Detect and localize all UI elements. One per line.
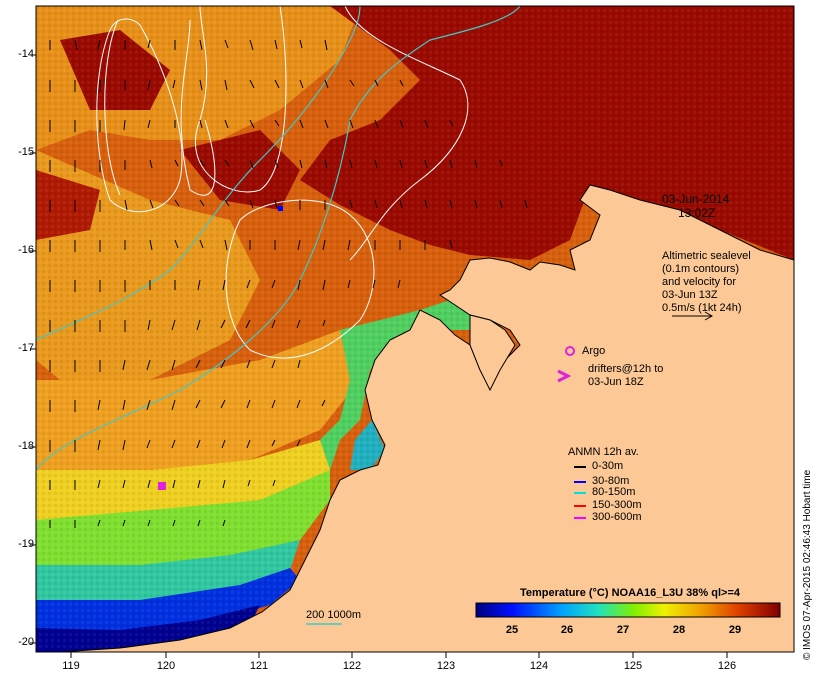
y-tick-label: -16 (18, 244, 34, 256)
altimetry-line: Altimetric sealevel (662, 250, 751, 262)
colorbar-tick: 29 (728, 624, 742, 636)
map-time: 13:02Z (678, 206, 716, 220)
colorbar-tick: 28 (672, 624, 686, 636)
altimetry-line: and velocity for (662, 276, 736, 288)
drifter-icon (557, 369, 572, 383)
y-tick-label: -17 (18, 342, 34, 354)
colorbar-tick: 25 (505, 624, 519, 636)
velocity-scale-arrowhead (704, 311, 714, 321)
map-frame (35, 5, 795, 653)
velocity-arrows (49, 39, 528, 528)
anmn-legend-item: 150-300m (592, 499, 642, 511)
anmn-legend-arrows (574, 466, 586, 519)
argo-icon (565, 346, 575, 356)
x-tick-label: 120 (156, 660, 176, 672)
land-peninsula (469, 314, 516, 392)
anmn-legend-item: 80-150m (592, 486, 636, 498)
credit-text: © IMOS 07-Apr-2015 02:46:43 Hobart time (802, 469, 813, 660)
axis-ticks (30, 54, 728, 658)
colorbar-tick: 27 (616, 624, 630, 636)
y-tick-label: -19 (18, 538, 34, 550)
anmn-legend-item: 30-80m (592, 475, 630, 487)
altimetry-line: 0.5m/s (1kt 24h) (662, 302, 742, 314)
argo-label: Argo (582, 345, 606, 357)
y-tick-label: -15 (18, 146, 34, 158)
colorbar (475, 602, 781, 618)
x-tick-label: 121 (249, 660, 269, 672)
isobath-legend-label: 200 1000m (306, 609, 362, 621)
x-tick-label: 119 (62, 660, 80, 672)
y-tick-label: -20 (18, 636, 34, 648)
anmn-legend-title: ANMN 12h av. (568, 446, 639, 458)
x-tick-label: 123 (436, 660, 456, 672)
x-tick-label: 125 (623, 660, 643, 672)
x-tick-label: 126 (717, 660, 737, 672)
drifters-line: 03-Jun 18Z (588, 376, 644, 388)
drifter-track (158, 482, 166, 490)
y-tick-label: -14 (18, 48, 34, 60)
x-tick-label: 124 (529, 660, 549, 672)
mooring-marker (278, 206, 283, 211)
anmn-legend-item: 300-600m (592, 511, 642, 523)
sealevel-contours (96, 5, 469, 359)
altimetry-line: (0.1m contours) (662, 263, 740, 275)
y-tick-label: -18 (18, 440, 34, 452)
colorbar-tick: 26 (560, 624, 574, 636)
altimetry-line: 03-Jun 13Z (662, 289, 718, 301)
x-tick-label: 122 (342, 660, 362, 672)
anmn-legend-item: 0-30m (592, 460, 624, 472)
colorbar-title: Temperature (°C) NOAA16_L3U 38% ql>=4 (520, 587, 740, 599)
map-date: 03-Jun-2014 (662, 192, 730, 206)
drifters-line: drifters@12h to (588, 363, 664, 375)
